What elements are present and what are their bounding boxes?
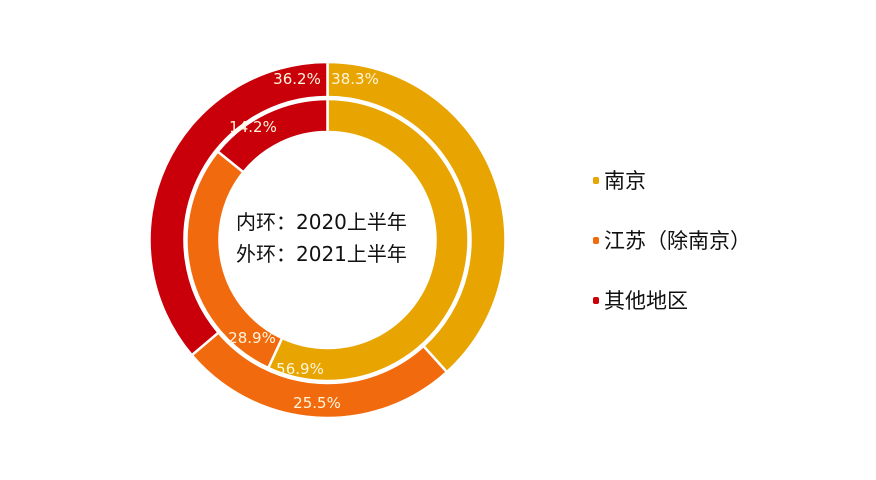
- outer-label-jiangsu-excl-nanjing: 25.5%: [293, 394, 341, 412]
- legend-swatch-icon: [593, 296, 599, 304]
- inner-segment-other-regions: [215, 97, 329, 174]
- inner-ring-2020h1: [185, 97, 470, 383]
- legend-swatch-icon: [593, 176, 599, 184]
- outer-label-other-regions: 36.2%: [273, 70, 321, 88]
- outer-ring-2021h1: [148, 60, 507, 420]
- outer-segment-other-regions: [148, 60, 329, 357]
- outer-label-nanjing: 38.3%: [331, 70, 379, 88]
- legend-item-nanjing: 南京: [593, 162, 751, 198]
- inner-label-other-regions: 14.2%: [229, 118, 277, 136]
- inner-label-jiangsu-excl-nanjing: 28.9%: [228, 329, 276, 347]
- legend-label: 南京: [604, 169, 646, 193]
- legend-label: 江苏（除南京）: [604, 229, 751, 253]
- center-caption: 内环：2020上半年 外环：2021上半年: [236, 206, 407, 270]
- inner-segment-nanjing: [266, 97, 470, 383]
- legend-swatch-icon: [593, 236, 599, 244]
- legend-label: 其他地区: [604, 289, 688, 313]
- legend: 南京 江苏（除南京） 其他地区: [593, 162, 751, 342]
- legend-item-other-regions: 其他地区: [593, 282, 751, 318]
- center-caption-inner-ring: 内环：2020上半年: [236, 210, 407, 234]
- legend-item-jiangsu-excl-nanjing: 江苏（除南京）: [593, 222, 751, 258]
- inner-label-nanjing: 56.9%: [276, 360, 324, 378]
- segment-labels: 56.9%28.9% 14.2% 38.3% 25.5% 36.2%: [228, 70, 379, 412]
- center-caption-outer-ring: 外环：2021上半年: [236, 242, 407, 266]
